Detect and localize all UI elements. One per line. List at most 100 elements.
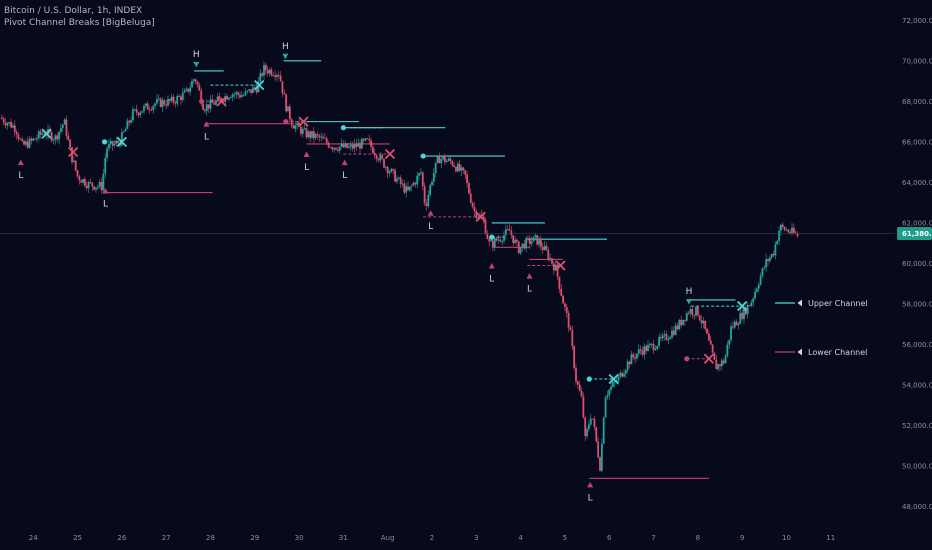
candle-body <box>669 337 672 340</box>
candle-body <box>316 134 319 136</box>
candle-body <box>78 176 81 181</box>
breakout-cross-icon <box>384 148 396 160</box>
candle-body <box>202 103 204 110</box>
pivot-dot <box>283 119 289 125</box>
candle-body <box>684 319 686 321</box>
candle-body <box>281 81 284 93</box>
candle-body <box>445 160 448 163</box>
candle-body <box>228 97 230 100</box>
candle-body <box>407 186 409 191</box>
candle-body <box>263 64 265 76</box>
candle-body <box>528 238 531 244</box>
candle-body <box>152 105 155 110</box>
pivot-high-triangle-icon <box>685 299 692 305</box>
candle-body <box>628 361 631 365</box>
candle-body <box>634 357 636 359</box>
y-tick-label: 70,000.00 <box>902 57 932 65</box>
candle-body <box>516 239 518 242</box>
candle-body <box>372 146 374 154</box>
candle-body <box>440 159 443 164</box>
candle-body <box>277 74 280 76</box>
candle-body <box>211 99 214 103</box>
candle-body <box>724 355 727 364</box>
candle-body <box>394 170 396 182</box>
candle-body <box>126 120 129 129</box>
candle-body <box>674 325 677 335</box>
candle-body <box>279 75 282 82</box>
candle-body <box>774 244 777 256</box>
candle-body <box>266 70 269 74</box>
candle-body <box>261 73 264 76</box>
candle-body <box>514 239 516 243</box>
y-tick-label: 60,000.00 <box>902 260 932 268</box>
candle-body <box>189 87 192 92</box>
candle-body <box>329 147 332 149</box>
candle-body <box>390 168 393 172</box>
candle-body <box>473 206 476 212</box>
candle-body <box>763 267 766 269</box>
candle-body <box>423 185 426 204</box>
candle-body <box>665 334 668 340</box>
candle-body <box>187 88 190 92</box>
candle-body <box>67 135 70 140</box>
candle-body <box>72 160 75 163</box>
candle-body <box>159 98 162 107</box>
candle-body <box>272 75 275 76</box>
candle-body <box>231 94 234 98</box>
candle-body <box>80 180 83 183</box>
candle-body <box>451 161 454 166</box>
candle-body <box>375 155 378 160</box>
last-price-tag: 61,380.68 <box>897 227 932 240</box>
candle-body <box>765 259 768 268</box>
candle-body <box>300 127 302 134</box>
candle-body <box>311 131 313 138</box>
candle-body <box>748 304 751 306</box>
y-tick-label: 50,000.00 <box>902 463 932 471</box>
candle-body <box>360 139 363 149</box>
candle-body <box>556 264 559 277</box>
candle-body <box>438 156 441 164</box>
candle-body <box>98 182 101 187</box>
candle-body <box>796 233 799 237</box>
candle-body <box>229 97 232 99</box>
last-price-label: 61,380.68 <box>902 230 932 238</box>
candle-body <box>794 232 797 234</box>
breakout-cross-icon <box>555 260 566 271</box>
candle-body <box>205 104 208 112</box>
candle-body <box>534 235 537 237</box>
pivot-low-triangle-icon <box>17 159 24 166</box>
candle-body <box>28 138 31 148</box>
candle-body <box>436 156 439 163</box>
candle-body <box>312 131 315 139</box>
candle-body <box>178 96 180 97</box>
candle-body <box>456 163 459 172</box>
candle-body <box>549 258 552 260</box>
candle-body <box>589 418 592 425</box>
candle-body <box>10 121 12 128</box>
pivot-low-label: L <box>428 222 433 232</box>
x-tick-label: 5 <box>563 534 567 542</box>
candle-body <box>71 147 73 163</box>
candle-body <box>562 295 564 304</box>
candle-body <box>475 211 478 218</box>
candle-body <box>761 268 764 276</box>
chart-symbol-title: Bitcoin / U.S. Dollar, 1h, INDEX <box>4 6 143 16</box>
candle-body <box>602 417 605 444</box>
candle-body <box>449 158 452 162</box>
candle-body <box>608 389 611 396</box>
candle-body <box>462 167 465 171</box>
candle-body <box>421 172 424 186</box>
candle-body <box>76 170 79 177</box>
y-tick-label: 58,000.00 <box>902 301 932 309</box>
candle-body <box>397 177 400 179</box>
candle-body <box>128 120 131 123</box>
candle-body <box>584 417 587 437</box>
candle-body <box>324 138 326 140</box>
candle-body <box>276 74 278 77</box>
pivot-low-label: L <box>304 163 309 173</box>
candle-body <box>359 143 361 149</box>
candle-body <box>637 349 640 354</box>
candle-body <box>61 124 64 129</box>
candle-body <box>253 87 256 89</box>
